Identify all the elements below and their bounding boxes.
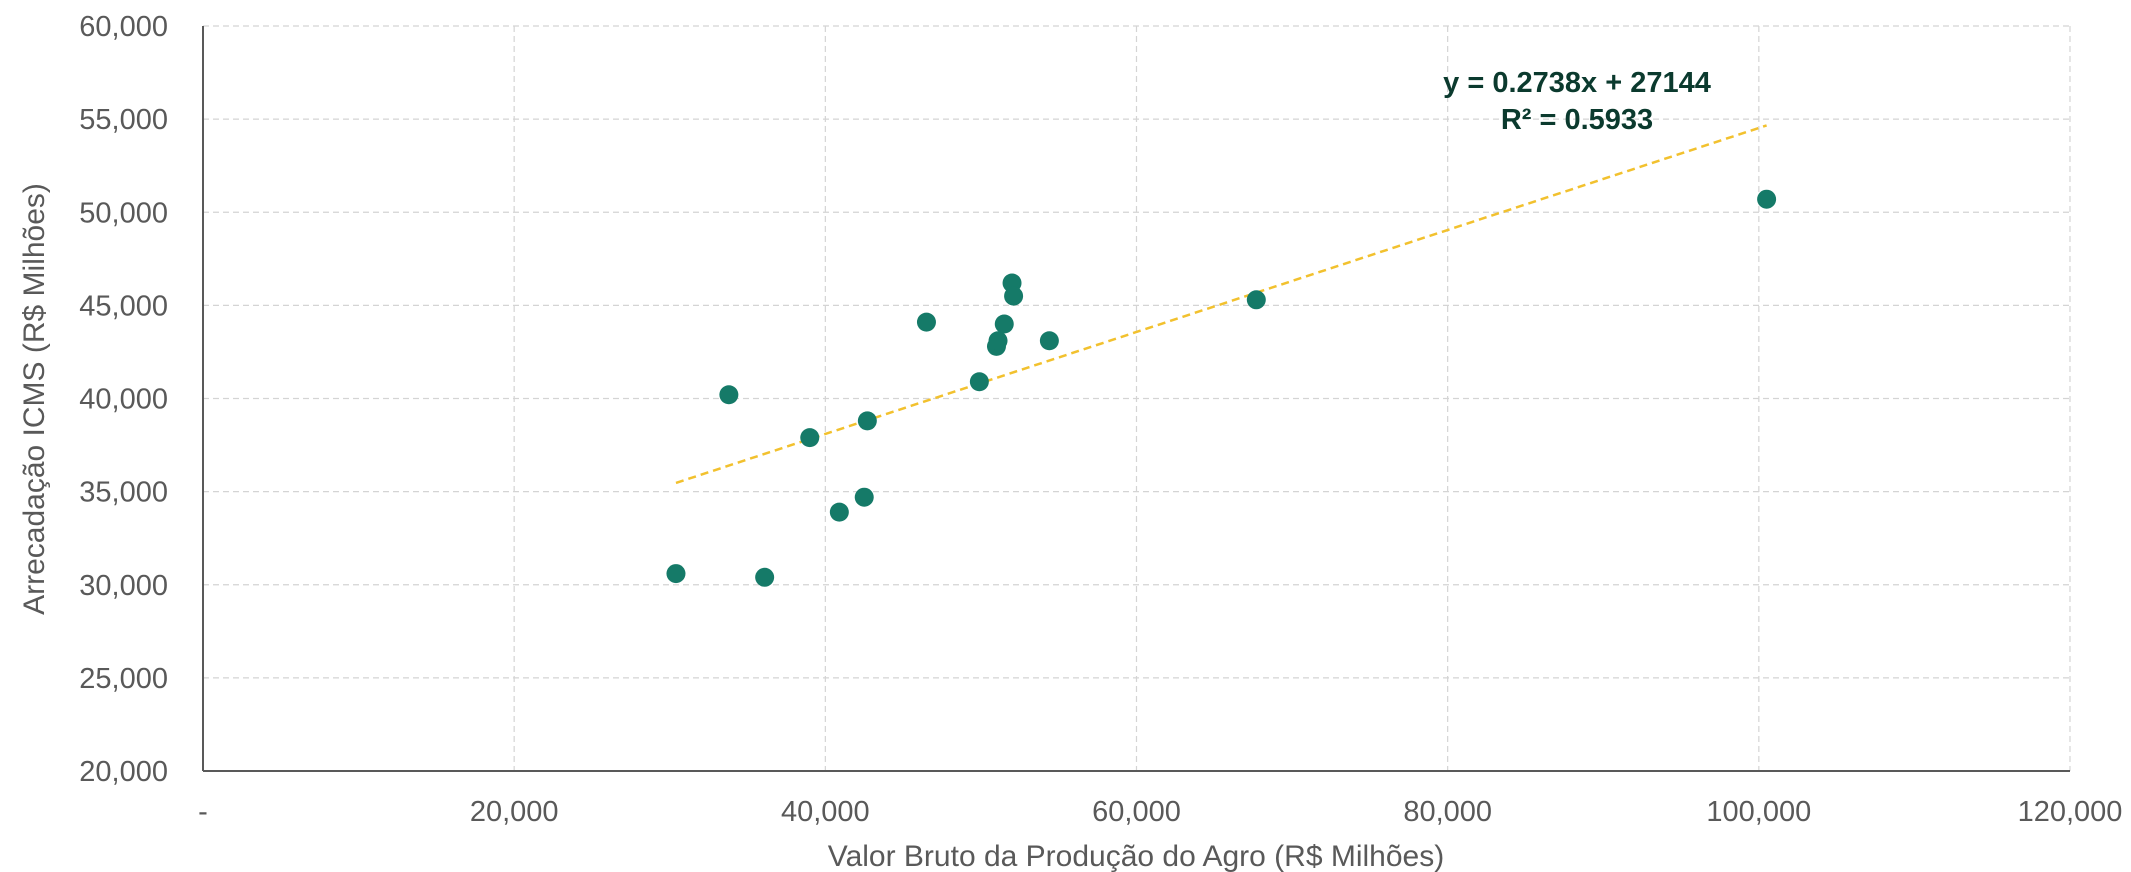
data-point [857,411,877,431]
x-tick-label: 60,000 [1092,796,1181,828]
data-point [1757,189,1777,209]
data-point [969,372,989,392]
y-tick-label: 20,000 [79,756,168,788]
y-tick-label: 50,000 [79,197,168,229]
data-point [994,314,1014,334]
data-point [666,564,686,584]
y-tick-label: 35,000 [79,477,168,509]
x-tick-label: 40,000 [781,796,870,828]
data-point [800,428,820,448]
y-tick-label: 60,000 [79,11,168,43]
x-tick-label: 20,000 [470,796,559,828]
y-tick-label: 55,000 [79,104,168,136]
data-points [666,189,1777,587]
x-tick-label: - [198,796,208,828]
data-point [1039,331,1059,351]
trendline-equation: y = 0.2738x + 27144 [1443,67,1711,99]
axes [202,26,2070,772]
y-tick-label: 25,000 [79,663,168,695]
x-tick-label: 120,000 [2018,796,2123,828]
data-point [829,502,849,522]
data-point [854,487,874,507]
y-tick-label: 30,000 [79,570,168,602]
x-tick-label: 100,000 [1706,796,1811,828]
data-point [755,567,775,587]
y-tick-label: 40,000 [79,384,168,416]
grid [203,25,2071,771]
y-tick-label: 45,000 [79,290,168,322]
data-point [1004,286,1024,306]
data-point [719,385,739,405]
data-point [988,331,1008,351]
tick-labels: 20,000 25,000 30,000 35,000 40,000 45,000 50,0… [79,11,2122,828]
trendline-group [675,124,1768,485]
trendline [675,124,1768,485]
x-tick-label: 80,000 [1403,796,1492,828]
data-point [1246,290,1266,310]
y-axis-title: Arrecadação ICMS (R$ Milhões) [18,183,51,615]
trendline-r-squared: R² = 0.5933 [1501,104,1653,136]
data-point [916,312,936,332]
x-axis-title: Valor Bruto da Produção do Agro (R$ Milh… [828,840,1444,872]
